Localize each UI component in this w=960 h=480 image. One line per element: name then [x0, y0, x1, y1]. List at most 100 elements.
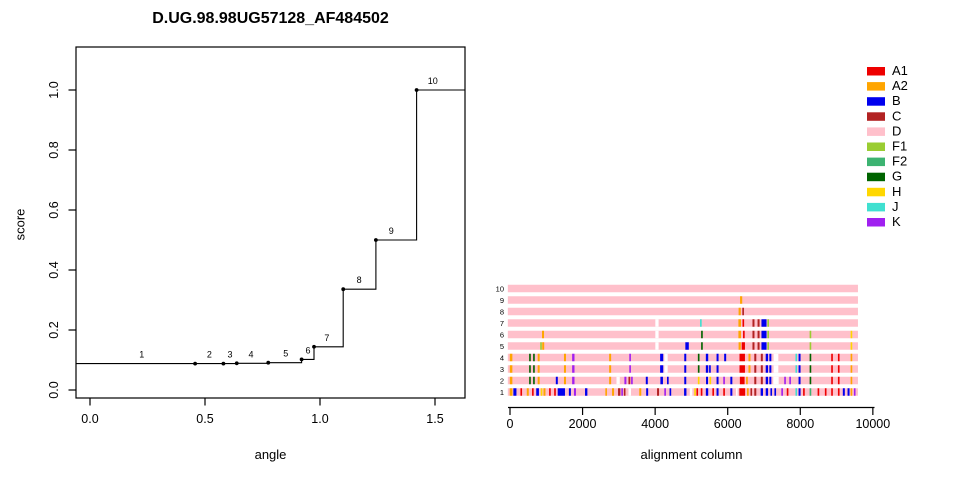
subtype-mark: [809, 342, 812, 350]
subtype-mark: [700, 319, 702, 327]
legend-swatch: [867, 112, 885, 121]
row-bar: [507, 319, 858, 327]
subtype-mark: [529, 376, 531, 385]
subtype-mark: [765, 365, 769, 373]
subtype-mark: [509, 376, 513, 385]
step-point-label: 2: [207, 350, 212, 360]
subtype-mark: [716, 388, 719, 396]
plot-box: [75, 46, 466, 399]
subtype-mark: [628, 388, 632, 396]
subtype-mark: [795, 365, 798, 373]
subtype-mark: [817, 388, 820, 396]
subtype-mark: [623, 388, 626, 396]
subtype-mark: [798, 376, 801, 385]
subtype-mark: [798, 365, 801, 373]
subtype-mark: [631, 376, 633, 385]
subtype-mark: [739, 376, 745, 385]
subtype-mark: [716, 365, 719, 373]
y-tick-label: 1.0: [47, 81, 61, 98]
legend-label: A1: [892, 63, 908, 78]
y-tick-label: 0.2: [47, 321, 61, 338]
step-point: [193, 361, 198, 366]
subtype-mark: [765, 376, 769, 385]
subtype-mark: [809, 388, 812, 396]
step-point: [266, 360, 271, 365]
subtype-mark: [831, 353, 833, 362]
subtype-mark: [769, 365, 772, 373]
subtype-mark: [629, 365, 631, 373]
subtype-mark: [701, 330, 703, 339]
subtype-mark: [752, 342, 755, 350]
subtype-mark: [646, 388, 649, 396]
subtype-mark: [568, 388, 571, 396]
subtype-mark: [705, 353, 709, 362]
subtype-mark: [609, 376, 612, 385]
subtype-mark: [572, 376, 575, 385]
subtype-mark: [513, 388, 517, 396]
legend-swatch: [867, 157, 885, 167]
subtype-mark: [842, 388, 845, 396]
subtype-mark: [795, 388, 798, 396]
subtype-mark: [837, 388, 840, 396]
row-bar: [507, 307, 858, 316]
legend-label: F1: [892, 139, 907, 154]
subtype-mark: [837, 376, 840, 385]
subtype-mark: [757, 330, 760, 339]
subtype-mark: [572, 353, 575, 362]
step-point-label: 1: [139, 350, 144, 360]
subtype-mark: [540, 388, 543, 396]
step-point: [373, 238, 378, 242]
subtype-mark: [639, 388, 642, 396]
step-point: [299, 357, 304, 362]
subtype-mark: [696, 388, 699, 396]
subtype-mark: [738, 319, 741, 327]
subtype-mark: [850, 365, 853, 373]
subtype-mark: [769, 353, 772, 362]
subtype-mark: [709, 365, 711, 373]
subtype-mark: [748, 353, 751, 362]
subtype-mark: [824, 388, 827, 396]
legend-swatch: [867, 142, 885, 151]
subtype-mark: [760, 353, 763, 362]
subtype-mark: [543, 388, 546, 396]
subtype-mark: [761, 319, 767, 327]
subtype-mark: [624, 376, 627, 385]
subtype-mark: [757, 319, 760, 327]
subtype-mark: [760, 388, 763, 396]
legend-swatch: [867, 218, 885, 227]
step-point: [341, 287, 346, 292]
subtype-mark: [798, 353, 801, 362]
subtype-mark: [509, 388, 513, 396]
row-bar: [507, 388, 858, 396]
left-x-axis-label: angle: [254, 447, 287, 462]
subtype-mark: [700, 388, 703, 396]
subtype-mark: [831, 388, 833, 396]
subtype-mark: [533, 376, 535, 385]
row-bar: [507, 353, 858, 362]
subtype-mark: [667, 376, 669, 385]
subtype-mark: [712, 388, 715, 396]
step-point: [234, 361, 239, 366]
subtype-mark: [761, 330, 767, 339]
subtype-mark: [657, 388, 660, 396]
subtype-mark: [767, 330, 769, 339]
subtype-mark: [526, 388, 529, 396]
step-point-label: 7: [324, 333, 329, 343]
y-tick-label: 0.8: [47, 141, 61, 158]
subtype-mark: [705, 365, 709, 373]
subtype-mark: [621, 388, 623, 396]
step-point: [414, 88, 419, 92]
subtype-mark: [723, 376, 725, 385]
legend-swatch: [867, 97, 885, 106]
subtype-mark: [694, 388, 696, 396]
subtype-mark: [740, 296, 743, 304]
legend-label: C: [892, 108, 901, 123]
x-tick-label: 8000: [786, 417, 814, 431]
subtype-mark: [850, 342, 853, 350]
step-point-label: 10: [428, 76, 438, 86]
subtype-mark: [774, 388, 777, 396]
subtype-mark: [739, 365, 745, 373]
subtype-mark: [645, 376, 648, 385]
legend-swatch: [867, 82, 885, 91]
subtype-mark: [655, 319, 659, 327]
